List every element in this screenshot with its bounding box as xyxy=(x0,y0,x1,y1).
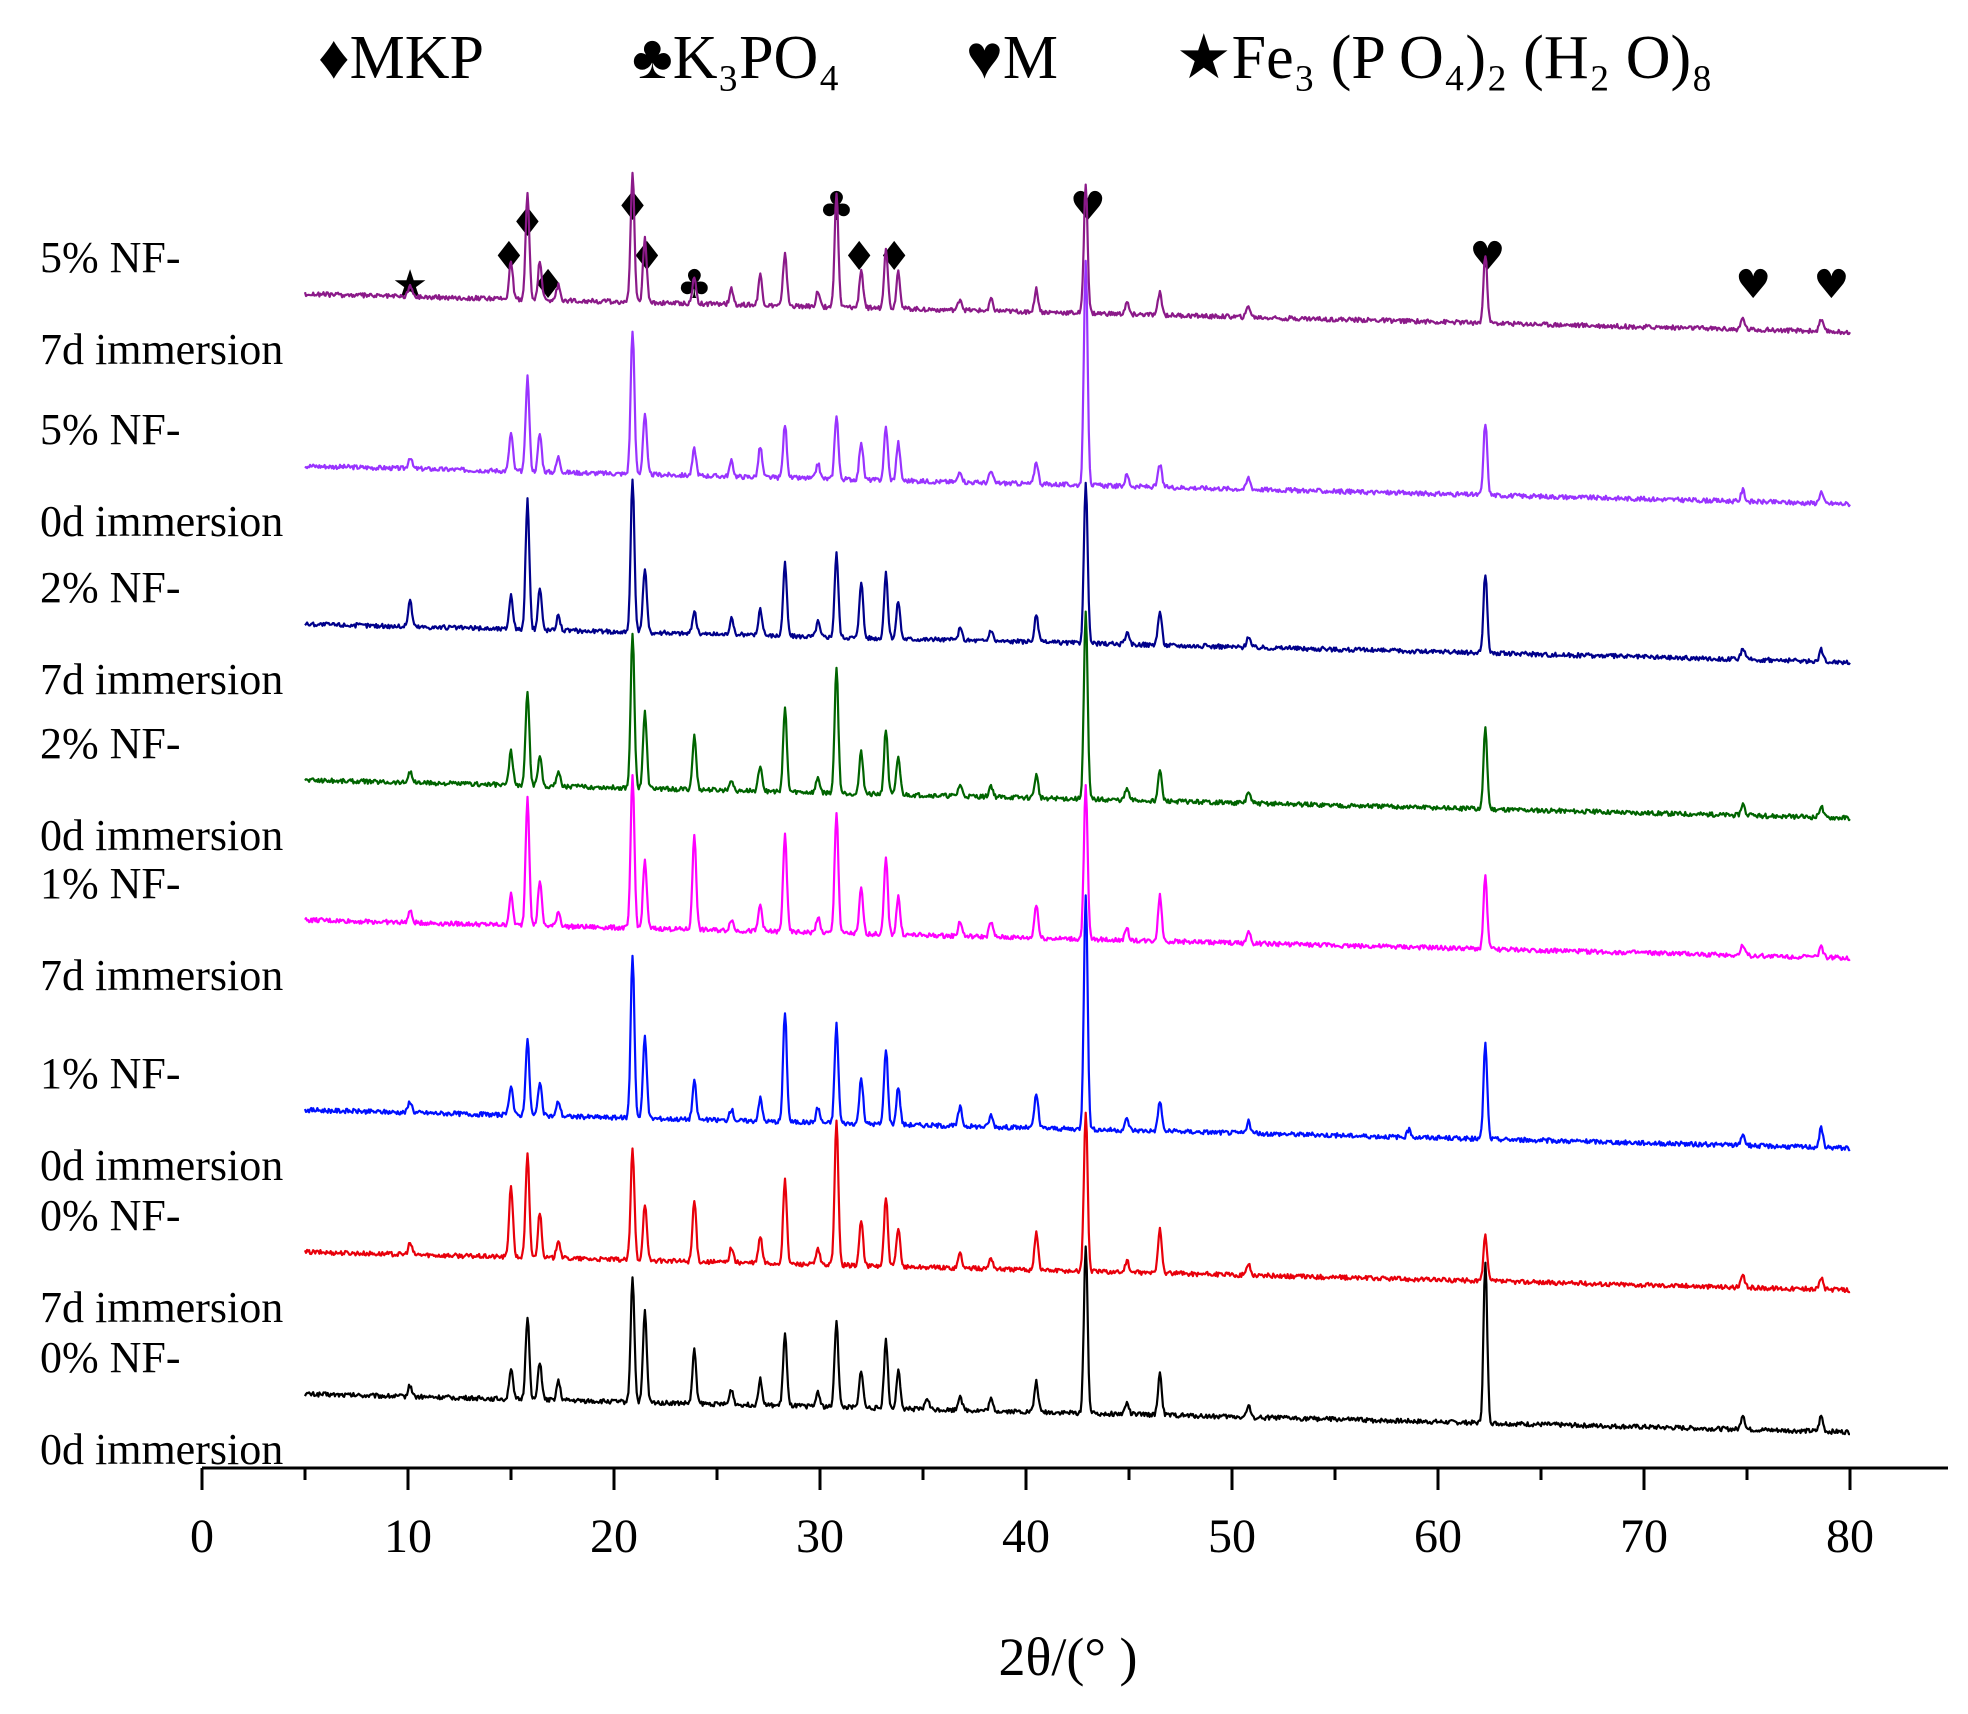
series-line xyxy=(304,774,1851,962)
x-axis-title: 2θ/(° ) xyxy=(999,1627,1138,1687)
series-line xyxy=(304,259,1851,508)
peak-marker: ♣ xyxy=(676,262,712,308)
peak-marker: ♦ xyxy=(876,234,912,280)
series-line xyxy=(303,1111,1851,1294)
series-label: 0% NF- xyxy=(40,1191,181,1240)
peak-marker: ♦ xyxy=(841,234,877,280)
series-label-sub: 0d immersion xyxy=(40,811,283,860)
x-tick-label: 50 xyxy=(1208,1510,1256,1563)
series-line xyxy=(304,610,1851,822)
series-label-sub: 7d immersion xyxy=(40,325,283,374)
series-line xyxy=(304,1245,1851,1436)
x-tick-label: 10 xyxy=(384,1510,432,1563)
series-label: 1% NF- xyxy=(40,859,181,908)
legend-entry: ♦MKP xyxy=(318,24,484,92)
legend-entry: ★Fe₃ (P O₄)₂ (H₂ O)₈ xyxy=(1176,24,1713,92)
series-label-sub: 7d immersion xyxy=(40,655,283,704)
peak-markers: ★♦♦♦♦♦♣♣♦ ♦♥♥♥ ♥ xyxy=(392,184,1849,308)
series-line xyxy=(304,478,1851,666)
series-label: 0% NF- xyxy=(40,1333,181,1382)
series-label: 5% NF- xyxy=(40,405,181,454)
x-tick-label: 80 xyxy=(1826,1510,1874,1563)
series-label-sub: 0d immersion xyxy=(40,1141,283,1190)
series-label-sub: 7d immersion xyxy=(40,1283,283,1332)
x-tick-label: 40 xyxy=(1002,1510,1050,1563)
x-tick-label: 60 xyxy=(1414,1510,1462,1563)
x-tick-label: 70 xyxy=(1620,1510,1668,1563)
legend-entry: ♣K₃PO₄ xyxy=(632,24,840,92)
peak-marker: ♥ xyxy=(1735,262,1771,308)
series-label-sub: 0d immersion xyxy=(40,1425,283,1474)
x-axis: 0 10 20 30 40 50 60 70 80 xyxy=(190,1466,1948,1563)
series-label: 5% NF- xyxy=(40,233,181,282)
series-label: 2% NF- xyxy=(40,563,181,612)
x-tick-label: 20 xyxy=(590,1510,638,1563)
series-label: 2% NF- xyxy=(40,719,181,768)
series-label: 1% NF- xyxy=(40,1049,181,1098)
x-tick-label: 30 xyxy=(796,1510,844,1563)
series-label-sub: 7d immersion xyxy=(40,951,283,1000)
legend: ♦MKP ♣K₃PO₄ ♥M ★Fe₃ (P O₄)₂ (H₂ O)₈ xyxy=(318,24,1713,92)
series-label-sub: 0d immersion xyxy=(40,497,283,546)
x-tick-label: 0 xyxy=(190,1510,214,1563)
peak-marker: ♥ xyxy=(1814,262,1850,308)
series-line xyxy=(303,894,1851,1152)
series-group xyxy=(303,171,1851,1436)
legend-entry: ♥M xyxy=(966,24,1058,92)
series-line xyxy=(303,171,1851,336)
